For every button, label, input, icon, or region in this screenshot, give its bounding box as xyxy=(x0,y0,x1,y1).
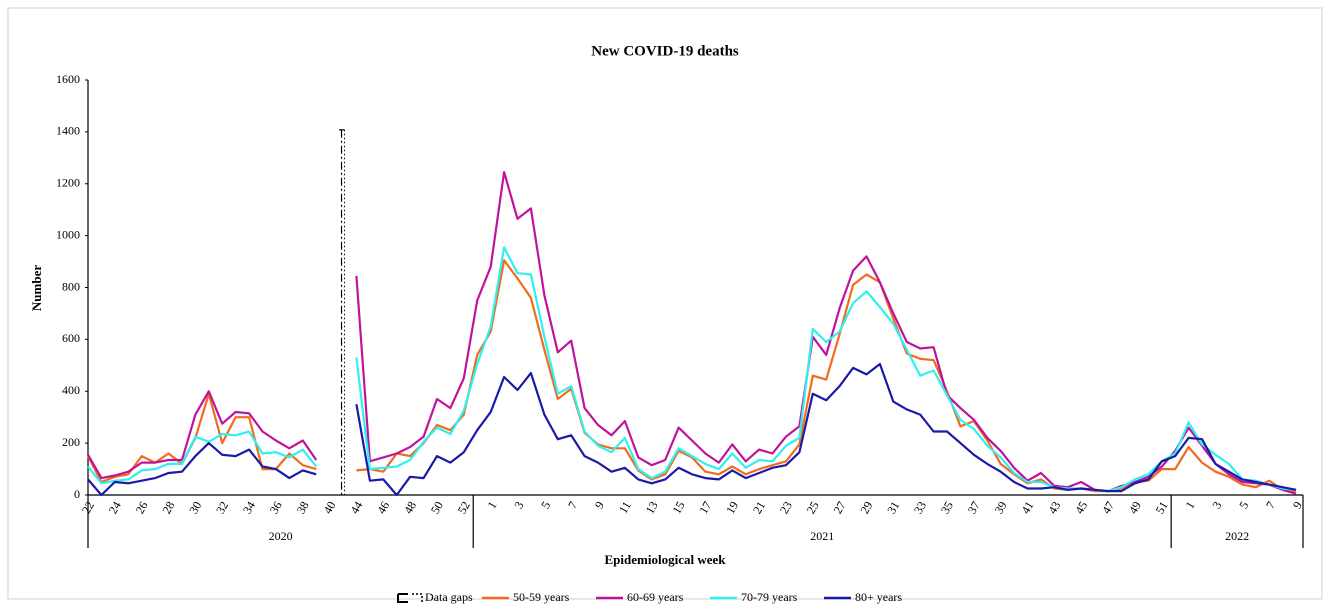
x-tick-label: 21 xyxy=(750,499,768,516)
y-tick-label: 800 xyxy=(62,279,80,293)
y-tick-label: 400 xyxy=(62,383,80,397)
x-tick-label: 29 xyxy=(857,499,875,516)
x-tick-label: 7 xyxy=(565,499,580,511)
x-tick-label: 41 xyxy=(1018,499,1036,516)
x-tick-label: 28 xyxy=(159,499,177,516)
x-tick-label: 40 xyxy=(320,499,338,516)
x-tick-label: 15 xyxy=(669,499,687,516)
x-axis-title: Epidemiological week xyxy=(605,552,727,567)
x-tick-label: 1 xyxy=(1182,499,1197,511)
legend-label: 70-79 years xyxy=(741,590,798,604)
x-tick-label: 19 xyxy=(723,499,741,516)
y-tick-label: 0 xyxy=(74,487,80,501)
y-tick-label: 1400 xyxy=(56,124,80,138)
x-tick-label: 9 xyxy=(592,499,607,511)
series-line xyxy=(87,362,1297,497)
chart-title: New COVID-19 deaths xyxy=(591,43,739,59)
x-tick-label: 51 xyxy=(1153,499,1171,516)
legend-gap-icon xyxy=(397,593,408,603)
group-label: 2021 xyxy=(810,529,834,543)
x-tick-label: 23 xyxy=(777,499,795,516)
x-tick-label: 52 xyxy=(455,499,473,516)
x-tick-label: 25 xyxy=(804,499,822,516)
x-tick-label: 32 xyxy=(213,499,231,516)
x-tick-label: 26 xyxy=(133,499,151,516)
x-tick-label: 7 xyxy=(1263,499,1278,511)
y-tick-label: 1200 xyxy=(56,176,80,190)
legend-label: 60-69 years xyxy=(627,590,684,604)
x-tick-label: 1 xyxy=(485,499,500,511)
x-tick-label: 49 xyxy=(1126,499,1144,516)
x-tick-label: 50 xyxy=(428,499,446,516)
x-tick-label: 37 xyxy=(965,499,983,516)
x-tick-label: 27 xyxy=(830,499,848,516)
x-tick-label: 33 xyxy=(911,499,929,516)
x-tick-label: 5 xyxy=(538,499,553,511)
x-tick-label: 11 xyxy=(616,499,634,516)
x-tick-label: 17 xyxy=(696,499,714,516)
legend-label: 80+ years xyxy=(855,590,902,604)
x-tick-label: 36 xyxy=(267,499,285,516)
y-tick-label: 1600 xyxy=(56,72,80,86)
x-tick-label: 31 xyxy=(884,499,902,516)
x-tick-label: 34 xyxy=(240,499,258,516)
x-tick-label: 46 xyxy=(374,499,392,516)
x-tick-label: 30 xyxy=(186,499,204,516)
x-tick-label: 48 xyxy=(401,499,419,516)
y-tick-label: 1000 xyxy=(56,227,80,241)
x-tick-label: 13 xyxy=(643,499,661,516)
x-tick-label: 38 xyxy=(294,499,312,516)
x-tick-label: 45 xyxy=(1072,499,1090,516)
x-tick-label: 3 xyxy=(511,499,526,511)
y-axis-title: Number xyxy=(29,265,44,311)
x-tick-label: 43 xyxy=(1045,499,1063,516)
series-line xyxy=(87,246,1297,493)
x-tick-label: 44 xyxy=(347,499,365,516)
x-tick-label: 35 xyxy=(938,499,956,516)
series-line xyxy=(87,171,1297,495)
legend-label: 50-59 years xyxy=(513,590,570,604)
x-tick-label: 47 xyxy=(1099,499,1117,516)
group-label: 2020 xyxy=(269,529,293,543)
y-tick-label: 200 xyxy=(62,435,80,449)
group-label: 2022 xyxy=(1225,529,1249,543)
x-tick-label: 39 xyxy=(992,499,1010,516)
x-tick-label: 22 xyxy=(79,499,97,516)
x-tick-label: 24 xyxy=(106,499,124,516)
frame xyxy=(7,7,1323,600)
x-tick-label: 3 xyxy=(1209,499,1224,511)
legend-gap-icon xyxy=(412,593,423,602)
x-tick-label: 5 xyxy=(1236,499,1251,511)
y-tick-label: 600 xyxy=(62,331,80,345)
legend-label: Data gaps xyxy=(425,590,473,604)
